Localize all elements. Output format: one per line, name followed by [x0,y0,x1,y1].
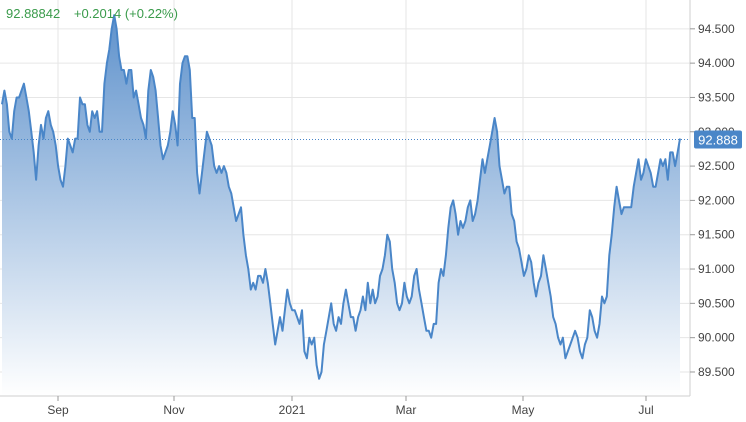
area-fill [2,15,680,396]
y-tick-label: 89.500 [698,365,735,379]
y-axis-ticks: 89.500 90.000 90.500 91.000 91.500 92.000 92.5… [690,22,735,379]
y-tick-label: 94.500 [698,22,735,36]
y-tick-label: 90.000 [698,331,735,345]
current-value-badge: 92.888 [694,130,742,149]
y-tick-label: 92.500 [698,159,735,173]
last-value: 92.88842 [6,6,61,21]
y-tick-label: 90.500 [698,296,735,310]
price-change: +0.2014 (+0.22%) [73,6,178,21]
price-readout: 92.88842 +0.2014 (+0.22%) [6,6,178,21]
x-tick-label: Mar [396,403,417,417]
price-line [1,14,681,380]
x-tick-label: Sep [47,403,69,417]
x-tick-label: Nov [163,403,184,417]
x-tick-label: May [512,403,535,417]
y-tick-label: 92.000 [698,193,735,207]
x-tick-label: 2021 [279,403,306,417]
y-tick-label: 93.500 [698,90,735,104]
y-tick-label: 91.500 [698,228,735,242]
x-tick-label: Jul [638,403,653,417]
y-tick-label: 94.000 [698,56,735,70]
y-tick-label: 91.000 [698,262,735,276]
current-value-label: 92.888 [698,132,738,147]
x-axis-ticks: Sep Nov 2021 Mar May Jul [47,396,654,417]
